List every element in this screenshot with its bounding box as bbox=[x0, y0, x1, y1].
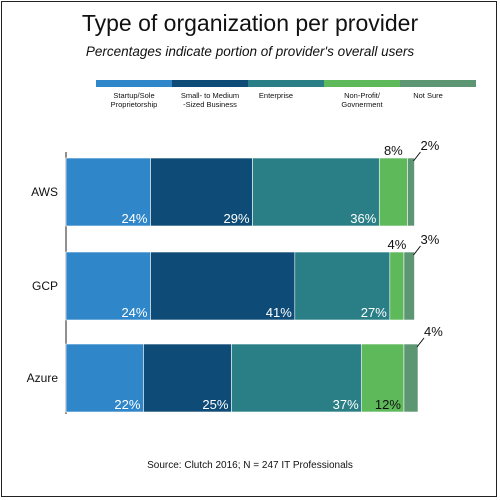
bar-azure-segment-1 bbox=[143, 343, 232, 413]
chart-subtitle: Percentages indicate portion of provider… bbox=[85, 44, 415, 59]
category-label-azure: Azure bbox=[27, 371, 59, 385]
bar-azure-segment-4 bbox=[403, 343, 419, 413]
bar-azure-segment-2 bbox=[231, 343, 362, 413]
bar-aws-segment-3 bbox=[378, 157, 408, 227]
leader-line-aws bbox=[413, 151, 421, 162]
data-label-gcp-0: 24% bbox=[121, 305, 147, 320]
chart-title: Type of organization per provider bbox=[81, 10, 419, 36]
chart-source: Source: Clutch 2016; N = 247 IT Professi… bbox=[147, 460, 353, 471]
data-label-azure-2: 37% bbox=[333, 397, 359, 412]
bar-gcp-segment-4 bbox=[403, 251, 415, 321]
legend-label-4: Not Sure bbox=[413, 91, 443, 100]
bar-gcp-segment-0 bbox=[65, 251, 151, 321]
legend-label-0: Startup/Sole Proprietorship bbox=[111, 91, 158, 109]
bar-gcp-segment-3 bbox=[389, 251, 405, 321]
leader-line-gcp bbox=[413, 245, 421, 256]
leader-line-azure bbox=[416, 337, 425, 348]
data-label-azure-3: 12% bbox=[375, 397, 401, 412]
legend-label-1: Small- to Medium -Sized Business bbox=[181, 91, 239, 109]
data-label-azure-4: 4% bbox=[424, 324, 443, 339]
data-label-aws-1: 29% bbox=[224, 211, 250, 226]
category-label-gcp: GCP bbox=[32, 279, 58, 293]
bar-aws-segment-0 bbox=[65, 157, 151, 227]
bar-aws-segment-4 bbox=[407, 157, 415, 227]
legend-swatch-4 bbox=[400, 80, 476, 87]
legend-swatch-2 bbox=[248, 80, 324, 87]
legend-swatch-3 bbox=[324, 80, 400, 87]
data-label-aws-4: 2% bbox=[420, 138, 439, 153]
data-label-aws-2: 36% bbox=[350, 211, 376, 226]
bar-gcp-segment-2 bbox=[294, 251, 391, 321]
data-label-aws-3: 8% bbox=[384, 143, 403, 158]
data-label-gcp-3: 4% bbox=[387, 237, 406, 252]
bar-aws-segment-2 bbox=[252, 157, 380, 227]
data-label-azure-1: 25% bbox=[202, 397, 228, 412]
data-label-aws-0: 24% bbox=[121, 211, 147, 226]
legend-swatch-1 bbox=[172, 80, 248, 87]
bar-azure-segment-0 bbox=[65, 343, 144, 413]
data-label-gcp-2: 27% bbox=[361, 305, 387, 320]
legend-label-3: Non-Profit/Govnerment bbox=[341, 91, 383, 109]
legend-swatch-0 bbox=[96, 80, 172, 87]
category-label-aws: AWS bbox=[31, 185, 58, 199]
bar-aws-segment-1 bbox=[150, 157, 253, 227]
data-label-azure-0: 22% bbox=[114, 397, 140, 412]
bar-gcp-segment-1 bbox=[150, 251, 296, 321]
data-label-gcp-4: 3% bbox=[420, 232, 439, 247]
data-label-gcp-1: 41% bbox=[266, 305, 292, 320]
legend-label-2: Enterprise bbox=[259, 91, 293, 100]
